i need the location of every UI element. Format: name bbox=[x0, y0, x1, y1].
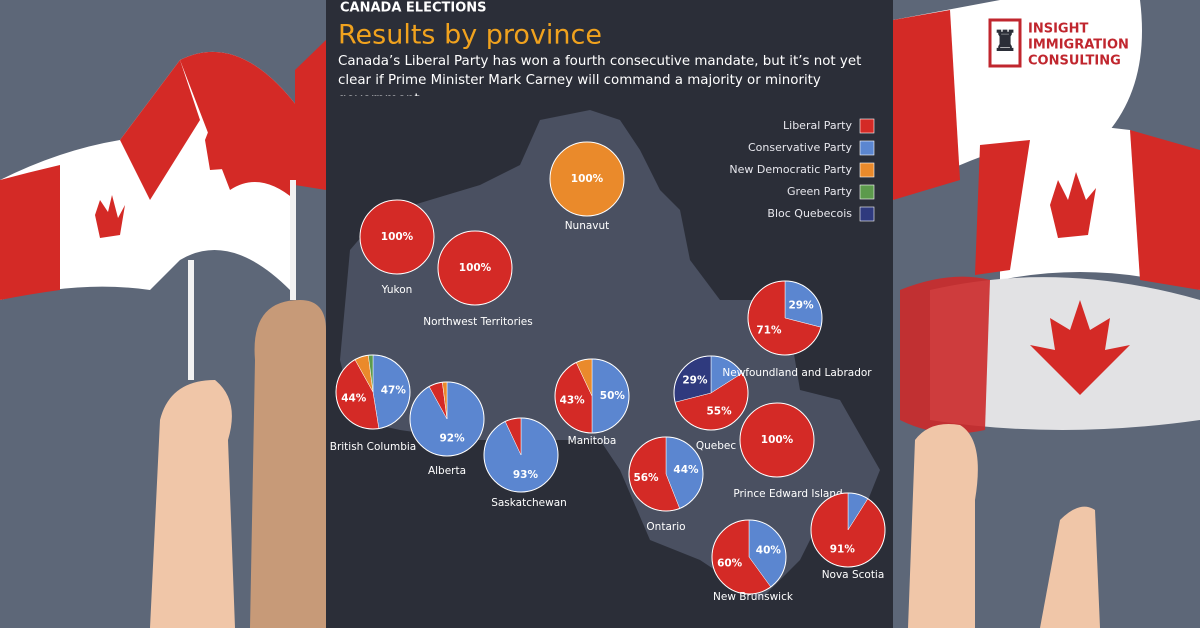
slice-label: 100% bbox=[381, 231, 414, 243]
slice-label: 100% bbox=[459, 262, 492, 274]
pie-outline bbox=[437, 230, 513, 306]
logo: ♜ INSIGHT IMMIGRATION CONSULTING bbox=[988, 18, 1129, 69]
subtitle: Canada’s Liberal Party has won a fourth … bbox=[338, 54, 862, 96]
slice-label: 40% bbox=[756, 545, 782, 557]
slice-label: 55% bbox=[707, 406, 733, 418]
slice-label: 60% bbox=[717, 557, 743, 569]
province-label: Nova Scotia bbox=[822, 569, 885, 581]
pie-outline bbox=[554, 358, 630, 434]
slice-label: 91% bbox=[830, 544, 856, 556]
legend-label: Bloc Quebecois bbox=[767, 207, 852, 220]
kicker: CANADA ELECTIONS bbox=[340, 1, 487, 16]
pie-slice bbox=[360, 200, 434, 274]
province-label: Prince Edward Island bbox=[733, 488, 842, 500]
slice-label: 50% bbox=[600, 390, 626, 402]
plot: Liberal Party Conservative Party New Democ… bbox=[330, 118, 886, 603]
left-flags bbox=[0, 40, 326, 628]
province-label: Saskatchewan bbox=[491, 497, 567, 509]
pie-outline bbox=[359, 199, 435, 275]
pie-outline bbox=[628, 436, 704, 512]
logo-line: CONSULTING bbox=[1028, 54, 1121, 69]
legend-label: Conservative Party bbox=[748, 141, 853, 154]
slice-label: 93% bbox=[513, 469, 539, 481]
pie-slice bbox=[740, 403, 814, 477]
province-label: Ontario bbox=[646, 521, 685, 533]
province-label: New Brunswick bbox=[713, 591, 794, 603]
province-label: Manitoba bbox=[568, 435, 617, 447]
slice-label: 100% bbox=[761, 434, 794, 446]
slice-label: 43% bbox=[560, 394, 586, 406]
right-flags bbox=[893, 0, 1200, 628]
slice-label: 100% bbox=[571, 173, 604, 185]
province-label: British Columbia bbox=[330, 441, 417, 453]
province-label: Alberta bbox=[428, 465, 466, 477]
logo-line: INSIGHT bbox=[1028, 22, 1088, 37]
pie-outline bbox=[810, 492, 886, 568]
pie-slice bbox=[550, 142, 624, 216]
chart-title: Results by province bbox=[338, 20, 602, 51]
slice-label: 47% bbox=[381, 384, 407, 396]
pie-outline bbox=[739, 402, 815, 478]
slice-label: 92% bbox=[439, 433, 465, 445]
legend-swatch bbox=[859, 140, 875, 156]
pie-slice bbox=[438, 231, 512, 305]
pie-outline bbox=[409, 381, 485, 457]
legend-label: Liberal Party bbox=[783, 119, 852, 132]
logo-line: IMMIGRATION bbox=[1028, 38, 1129, 53]
legend-label: Green Party bbox=[787, 185, 853, 198]
province-label: Yukon bbox=[381, 284, 413, 296]
slice-label: 44% bbox=[673, 464, 699, 476]
legend-swatch bbox=[859, 118, 875, 134]
slice-label: 44% bbox=[341, 393, 367, 405]
slice-label: 29% bbox=[682, 375, 708, 387]
slice-label: 29% bbox=[789, 300, 815, 312]
pie-outline bbox=[335, 354, 411, 430]
pie-outline bbox=[673, 355, 749, 431]
province-label: Nunavut bbox=[565, 220, 610, 232]
legend-label: New Democratic Party bbox=[729, 163, 852, 176]
province-label: Quebec bbox=[696, 440, 737, 452]
pie-outline bbox=[483, 417, 559, 493]
legend-swatch bbox=[859, 206, 875, 222]
pie-outline bbox=[549, 141, 625, 217]
legend-swatch bbox=[859, 184, 875, 200]
province-label: Newfoundland and Labrador bbox=[722, 367, 872, 379]
province-label: Northwest Territories bbox=[423, 316, 533, 328]
pie-outline bbox=[711, 519, 787, 595]
legend-swatch bbox=[859, 162, 875, 178]
pie-outline bbox=[747, 280, 823, 356]
slice-label: 71% bbox=[756, 324, 782, 336]
svg-text:♜: ♜ bbox=[992, 26, 1017, 57]
slice-label: 56% bbox=[633, 472, 659, 484]
subtitle-box: Canada’s Liberal Party has won a fourth … bbox=[338, 54, 862, 96]
